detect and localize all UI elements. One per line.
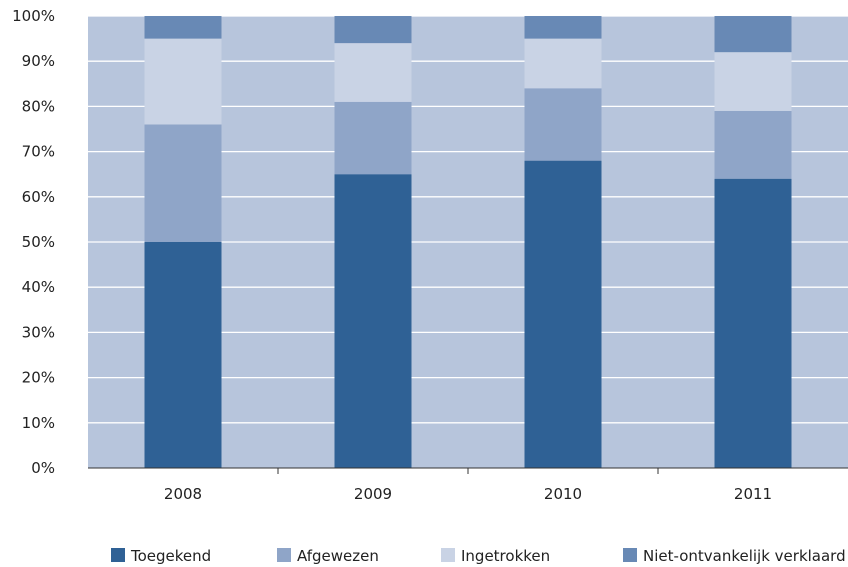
legend-swatch: [111, 548, 125, 562]
y-tick-label: 0%: [31, 459, 55, 477]
y-tick-label: 30%: [22, 323, 55, 341]
bars: [144, 16, 792, 468]
x-axis-ticks: [277, 468, 659, 474]
bar-segment: [334, 174, 412, 468]
bar-segment: [524, 38, 602, 89]
bar-segment: [144, 38, 222, 125]
y-tick-label: 60%: [22, 188, 55, 206]
bar-segment: [334, 16, 412, 44]
x-axis-labels: 2008 2009 2010 2011: [164, 485, 772, 503]
legend-label: Toegekend: [130, 547, 211, 565]
bar-segment: [524, 160, 602, 468]
bar-segment: [714, 178, 792, 468]
x-tick-label: 2011: [734, 485, 772, 503]
bar-segment: [144, 124, 222, 242]
legend-label: Afgewezen: [297, 547, 379, 565]
legend-item: Toegekend: [111, 547, 211, 565]
legend-label: Niet-ontvankelijk verklaard: [643, 547, 846, 565]
bar-segment: [714, 16, 792, 53]
y-axis-labels: 0% 10% 20% 30% 40% 50% 60% 70% 80% 90% 100%: [12, 7, 55, 477]
bar-segment: [714, 110, 792, 179]
y-tick-label: 10%: [22, 414, 55, 432]
y-tick-label: 20%: [22, 369, 55, 387]
x-tick-label: 2008: [164, 485, 202, 503]
y-tick-label: 90%: [22, 52, 55, 70]
legend-label: Ingetrokken: [461, 547, 550, 565]
y-tick-label: 50%: [22, 233, 55, 251]
legend-item: Ingetrokken: [441, 547, 550, 565]
bar-segment: [524, 88, 602, 161]
legend: Toegekend Afgewezen Ingetrokken Niet-ontvan…: [111, 547, 846, 565]
bar-segment: [714, 52, 792, 111]
bar-segment: [334, 43, 412, 102]
bar-segment: [144, 16, 222, 39]
legend-item: Niet-ontvankelijk verklaard: [623, 547, 846, 565]
y-tick-label: 40%: [22, 278, 55, 296]
legend-swatch: [277, 548, 291, 562]
y-tick-label: 100%: [12, 7, 55, 25]
y-tick-label: 70%: [22, 143, 55, 161]
bar-segment: [334, 101, 412, 175]
legend-swatch: [441, 548, 455, 562]
x-tick-label: 2010: [544, 485, 582, 503]
legend-swatch: [623, 548, 637, 562]
y-tick-label: 80%: [22, 97, 55, 115]
legend-item: Afgewezen: [277, 547, 379, 565]
bar-segment: [144, 242, 222, 468]
bar-segment: [524, 16, 602, 39]
x-tick-label: 2009: [354, 485, 392, 503]
